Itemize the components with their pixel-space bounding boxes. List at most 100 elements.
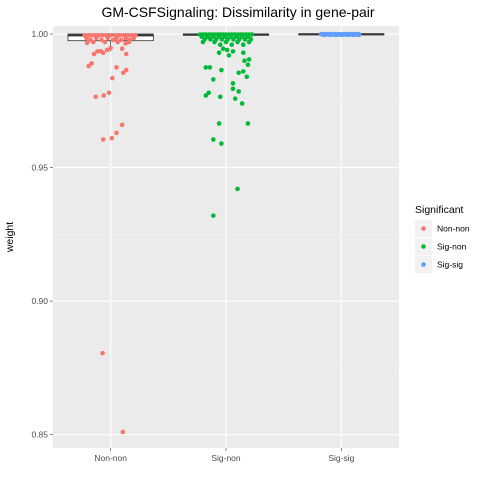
point-non-non <box>96 33 102 38</box>
x-tick-label: Sig-sig <box>328 453 354 463</box>
point-non-non <box>93 35 99 41</box>
point-non-non <box>126 39 132 45</box>
point-sig-non <box>229 42 235 47</box>
point-non-non <box>123 35 128 41</box>
point-sig-non <box>217 94 223 100</box>
point-sig-non <box>242 37 248 42</box>
point-sig-non <box>235 186 240 192</box>
point-non-non <box>106 90 112 96</box>
point-non-non <box>108 33 113 38</box>
point-non-non <box>101 93 107 98</box>
point-sig-non <box>219 141 224 146</box>
point-non-non <box>121 70 126 76</box>
point-sig-non <box>220 46 226 52</box>
x-axis: Non-non Sig-non Sig-sig <box>94 448 355 463</box>
point-sig-non <box>230 86 236 92</box>
y-tick-label: 1.00 <box>31 29 48 39</box>
point-non-non <box>115 39 120 45</box>
point-sig-non <box>246 57 252 62</box>
point-non-non <box>114 35 119 41</box>
point-non-non <box>84 40 90 46</box>
point-sig-non <box>208 37 213 42</box>
point-sig-non <box>212 39 217 45</box>
y-tick-label: 0.95 <box>31 163 48 173</box>
point-non-non <box>89 61 94 66</box>
point-non-non <box>119 122 125 128</box>
point-non-non <box>93 94 98 100</box>
point-sig-non <box>207 65 213 70</box>
point-sig-non <box>236 70 241 76</box>
point-sig-non <box>232 96 238 101</box>
point-non-non <box>109 135 115 141</box>
point-sig-non <box>211 77 216 82</box>
point-non-non <box>99 37 104 43</box>
point-non-non <box>100 137 106 142</box>
point-sig-non <box>200 39 206 45</box>
point-non-non <box>120 429 126 435</box>
legend-label: Sig-non <box>437 242 467 252</box>
point-sig-non <box>203 93 209 98</box>
y-axis: 0.85 0.90 0.95 1.00 <box>31 29 53 440</box>
point-sig-sig <box>333 32 338 38</box>
point-non-non <box>102 39 108 45</box>
point-sig-non <box>246 39 252 45</box>
point-non-non <box>108 45 113 51</box>
point-non-non <box>91 39 96 45</box>
point-sig-sig <box>339 32 344 38</box>
point-sig-non <box>219 37 225 42</box>
point-non-non <box>117 33 122 38</box>
point-non-non <box>104 47 110 53</box>
point-non-non <box>118 37 124 43</box>
point-sig-sig <box>350 32 356 38</box>
point-sig-non <box>211 137 216 142</box>
point-sig-non <box>245 121 251 126</box>
point-sig-non <box>203 65 209 70</box>
chart-title: GM-CSFSignaling: Dissimilarity in gene-p… <box>101 4 374 20</box>
point-non-non <box>110 37 116 43</box>
point-sig-non <box>216 34 222 39</box>
point-non-non <box>89 33 94 38</box>
legend-title: Significant <box>415 204 464 216</box>
point-sig-non <box>236 89 241 94</box>
point-sig-non <box>226 53 232 58</box>
legend: Significant Non-non Sig-non Sig-sig <box>415 204 470 273</box>
point-non-non <box>123 67 129 73</box>
point-sig-non <box>223 39 229 45</box>
point-non-non <box>91 51 97 57</box>
point-non-non <box>84 35 89 41</box>
y-tick-label: 0.90 <box>31 296 48 306</box>
point-sig-non <box>244 74 250 80</box>
point-non-non <box>100 350 105 356</box>
point-sig-sig <box>355 32 361 38</box>
legend-swatch <box>421 244 426 249</box>
data-points <box>82 31 362 435</box>
point-sig-non <box>231 37 236 42</box>
point-sig-non <box>219 67 224 73</box>
point-sig-non <box>245 62 251 68</box>
point-non-non <box>100 50 106 56</box>
point-non-non <box>123 51 129 57</box>
point-non-non <box>100 33 105 38</box>
point-non-non <box>110 75 115 81</box>
point-sig-non <box>245 34 251 39</box>
point-sig-non <box>205 34 210 39</box>
x-tick-label: Non-non <box>94 453 127 463</box>
x-tick-label: Sig-non <box>211 453 241 463</box>
legend-swatch <box>421 226 426 231</box>
point-sig-non <box>234 34 239 39</box>
point-sig-non <box>249 32 255 37</box>
point-sig-non <box>216 121 222 126</box>
point-sig-non <box>217 42 223 47</box>
point-sig-non <box>216 50 222 56</box>
point-sig-non <box>230 49 236 54</box>
point-sig-non <box>235 39 240 45</box>
point-non-non <box>95 49 100 54</box>
point-sig-non <box>241 42 246 47</box>
point-sig-non <box>211 213 216 218</box>
point-non-non <box>114 65 119 70</box>
point-non-non <box>131 35 137 41</box>
point-sig-non <box>224 47 230 53</box>
point-non-non <box>105 35 111 41</box>
point-sig-non <box>222 34 228 39</box>
